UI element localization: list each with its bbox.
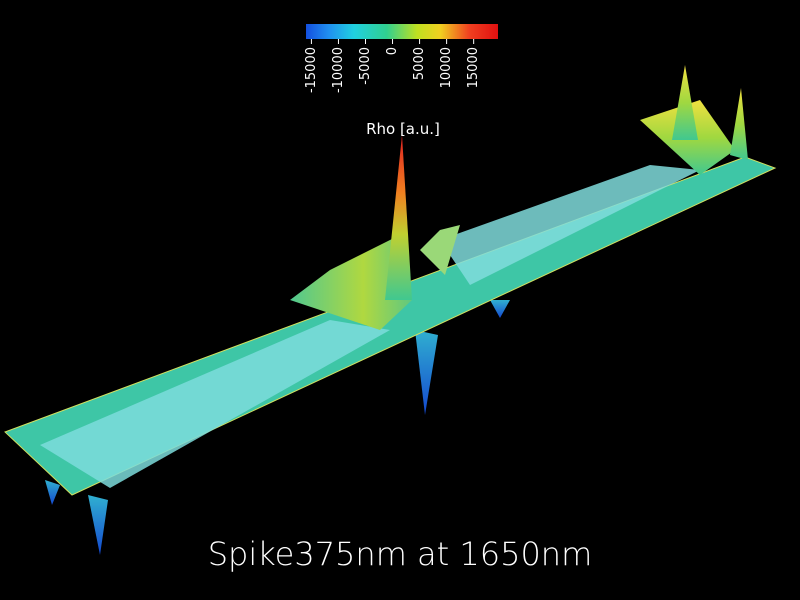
negative-spike [415,330,438,415]
colorbar-tick-label: 10000 [439,47,454,88]
colorbar-tick-label: -15000 [304,47,319,93]
negative-spike [88,495,108,555]
colorbar-tick-label: 0 [385,47,400,55]
positive-spike [672,65,698,140]
colorbar-tick-label: -10000 [331,47,346,93]
plateau [40,320,390,488]
colorbar-gradient [306,24,498,39]
colorbar-label: Rho [a.u.] [366,120,440,138]
surface [4,65,777,555]
colorbar-tick-label: -5000 [358,47,373,85]
ridge [290,235,412,330]
colorbar-tick-label: 5000 [412,47,427,80]
colorbar-tick-label: 15000 [466,47,481,88]
positive-spike [385,135,412,300]
negative-spike [490,300,510,318]
colorbar [306,24,498,39]
plateau [440,165,700,285]
negative-spike [45,480,60,505]
positive-spike [730,88,748,160]
ridge [420,225,460,275]
caption: Spike375nm at 1650nm [208,535,593,573]
